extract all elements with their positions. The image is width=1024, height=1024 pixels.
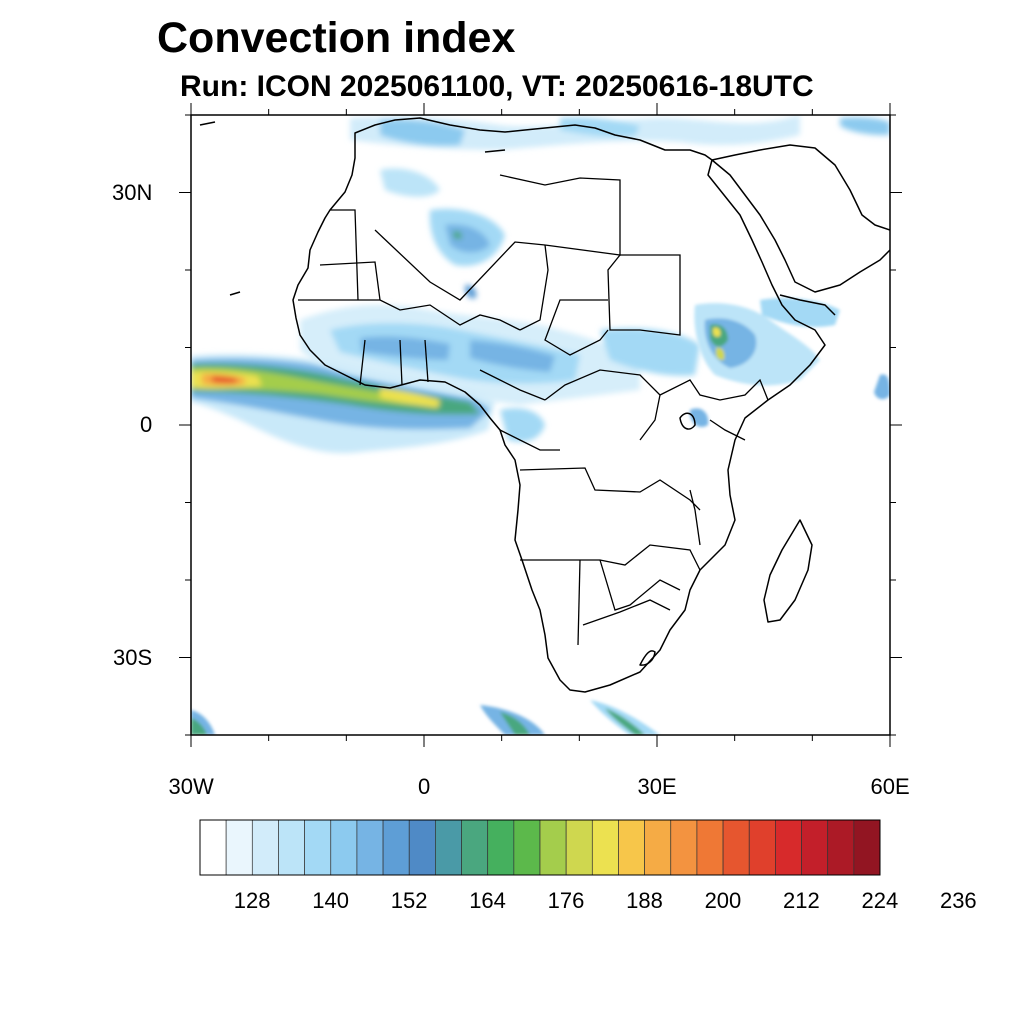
colorbar-swatch	[251, 819, 279, 876]
colorbar-outline	[199, 819, 881, 876]
colorbar-swatch	[487, 819, 515, 876]
colorbar-swatch	[539, 819, 567, 876]
chart-subtitle: Run: ICON 2025061100, VT: 20250616-18UTC	[180, 70, 814, 103]
colorbar-label: 200	[704, 888, 742, 913]
colorbar-swatch	[278, 819, 305, 876]
colorbar-swatch	[696, 819, 724, 876]
lat-tick-label: 0	[140, 412, 153, 437]
lon-tick-label: 30W	[168, 774, 214, 799]
colorbar-swatch	[722, 819, 750, 876]
colorbar-label: 212	[783, 888, 820, 913]
lon-tick-label: 0	[418, 774, 431, 799]
colorbar-label: 224	[861, 888, 899, 913]
colorbar-swatch	[513, 819, 541, 876]
colorbar-swatch	[408, 819, 436, 876]
colorbar-swatch	[853, 819, 881, 876]
colorbar-swatch	[565, 819, 593, 876]
colorbar-swatch	[304, 819, 332, 876]
colorbar-swatch	[199, 819, 227, 876]
colorbar-label: 236	[939, 888, 977, 913]
chart-title: Convection index	[157, 14, 516, 62]
lon-tick-label: 60E	[870, 774, 910, 799]
colorbar-label: 128	[233, 888, 271, 913]
colorbar-swatch	[670, 819, 698, 876]
coastline	[199, 117, 890, 693]
colorbar-swatch	[356, 819, 384, 876]
colorbar	[199, 819, 881, 876]
convection-field	[191, 115, 890, 735]
colorbar-swatch	[330, 819, 358, 876]
colorbar-swatch	[435, 819, 462, 876]
colorbar-swatch	[644, 819, 672, 876]
colorbar-swatch	[461, 819, 489, 876]
lat-tick-label: 30N	[112, 179, 153, 205]
colorbar-swatch	[827, 819, 855, 876]
colorbar-swatch	[748, 819, 776, 876]
lat-tick-label: 30S	[113, 644, 153, 670]
colorbar-label: 164	[469, 888, 506, 913]
colorbar-swatch	[225, 819, 253, 876]
colorbar-label: 176	[547, 888, 585, 913]
colorbar-swatch	[775, 819, 802, 876]
colorbar-swatch	[801, 819, 829, 876]
colorbar-swatch	[382, 819, 410, 876]
colorbar-label: 140	[312, 888, 349, 913]
lon-tick-label: 30E	[637, 774, 677, 799]
country-borders	[298, 174, 769, 646]
colorbar-swatch	[591, 819, 619, 876]
colorbar-label: 188	[626, 888, 663, 913]
axis-ticks	[179, 103, 902, 747]
colorbar-label: 152	[390, 888, 428, 913]
colorbar-swatch	[618, 819, 645, 876]
